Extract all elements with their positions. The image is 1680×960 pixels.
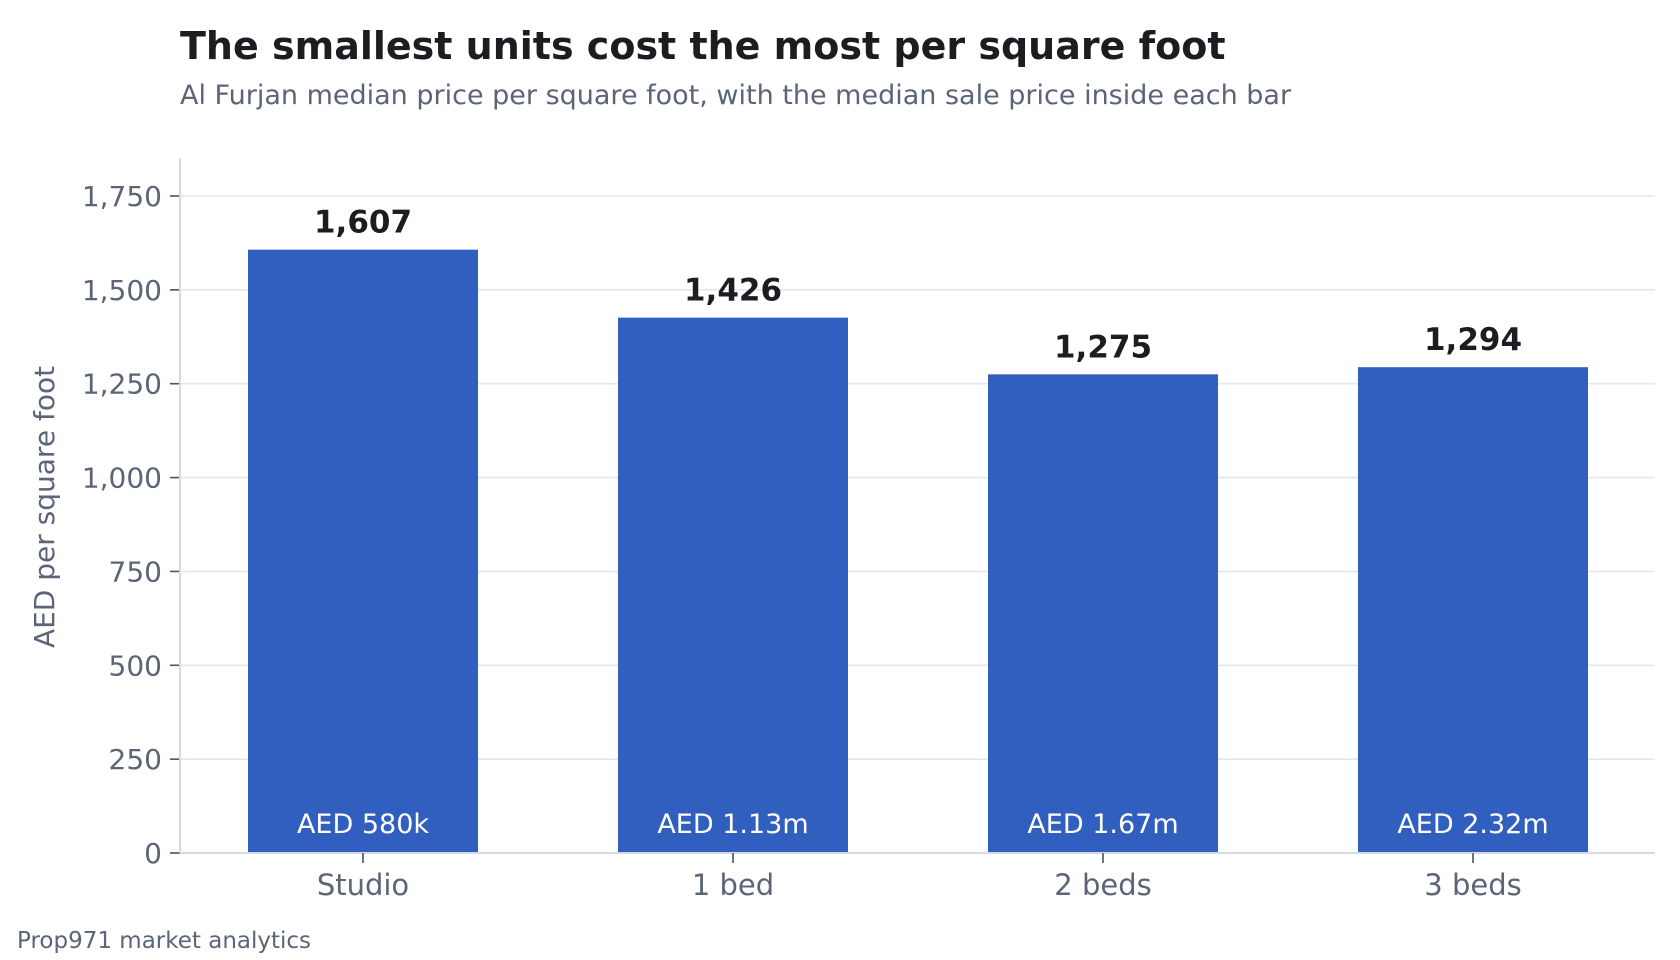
bar-inside-label: AED 1.13m — [657, 809, 808, 840]
y-tick-label: 500 — [109, 649, 162, 682]
axes: 0 250 500 750 1,000 1,250 1,500 1,750 Studio 1 be… — [82, 158, 1655, 902]
bar-value-label: 1,275 — [1054, 329, 1152, 365]
chart-subtitle: Al Furjan median price per square foot, … — [180, 80, 1292, 111]
bar-inside-label: AED 2.32m — [1397, 809, 1548, 840]
y-tick-label: 1,250 — [82, 368, 162, 401]
bar-inside-label: AED 1.67m — [1027, 809, 1178, 840]
bar-studio — [248, 249, 478, 853]
y-tick-label: 250 — [109, 743, 162, 776]
y-axis-title: AED per square foot — [28, 366, 61, 648]
bar-1-bed — [618, 317, 848, 853]
chart-footer: Prop971 market analytics — [17, 928, 312, 954]
x-tick-label: Studio — [317, 868, 409, 902]
x-tick-label: 2 beds — [1054, 868, 1151, 902]
chart-title: The smallest units cost the most per squ… — [180, 24, 1226, 68]
bar-2-beds — [988, 374, 1218, 853]
x-tick-label: 1 bed — [692, 868, 774, 902]
bar-value-label: 1,426 — [684, 273, 782, 309]
y-tick-label: 1,500 — [82, 274, 162, 307]
y-tick-label: 750 — [109, 555, 162, 588]
bar-value-label: 1,607 — [314, 205, 412, 241]
data-labels: 1,607 AED 580k 1,426 AED 1.13m 1,275 AED 1.67… — [297, 205, 1549, 840]
y-tick-label: 0 — [144, 837, 162, 870]
bar-inside-label: AED 580k — [297, 809, 429, 840]
bar-value-label: 1,294 — [1424, 322, 1522, 358]
bars — [248, 249, 1588, 853]
bar-3-beds — [1358, 367, 1588, 853]
y-tick-label: 1,000 — [82, 462, 162, 495]
y-tick-label: 1,750 — [82, 180, 162, 213]
x-tick-label: 3 beds — [1424, 868, 1521, 902]
